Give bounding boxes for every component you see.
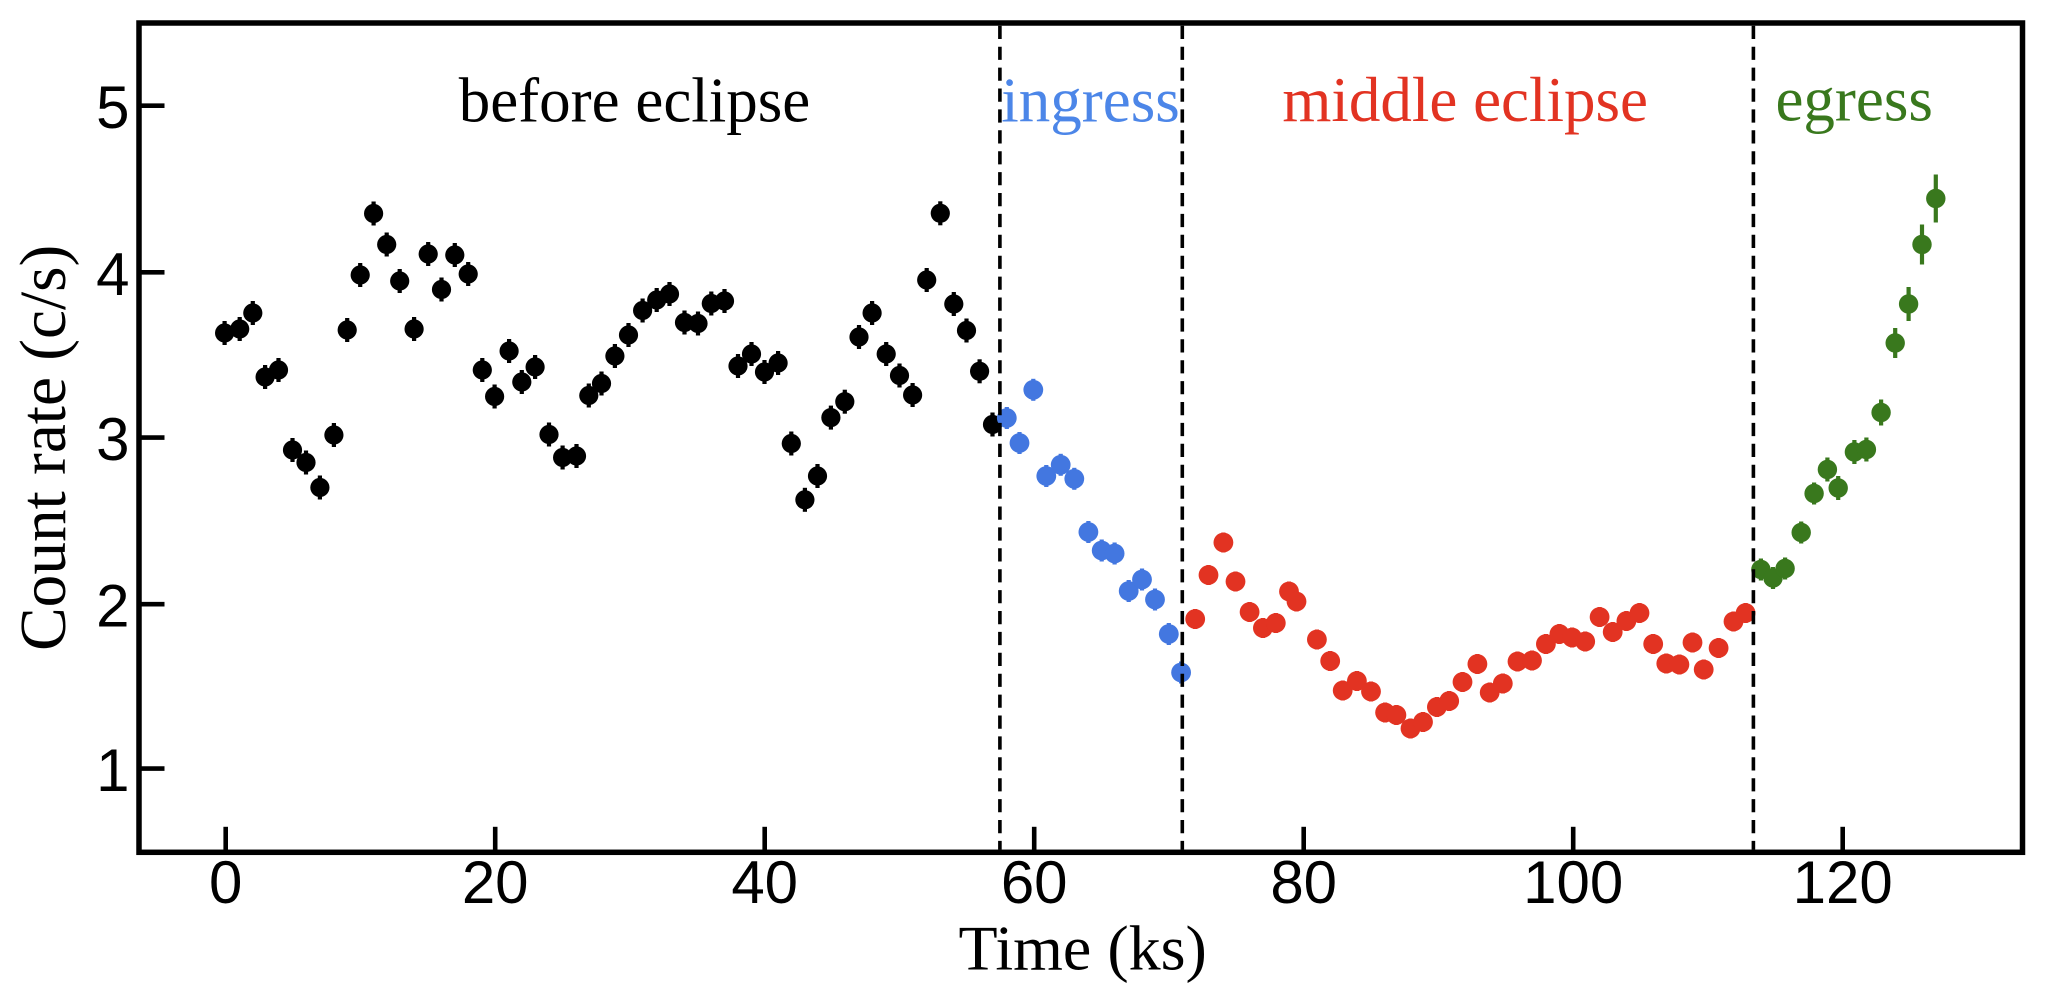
svg-text:1: 1: [96, 737, 129, 804]
svg-text:40: 40: [731, 849, 798, 916]
svg-text:5: 5: [96, 74, 129, 141]
svg-text:80: 80: [1270, 849, 1337, 916]
svg-text:Time (ks): Time (ks): [959, 913, 1207, 984]
svg-text:60: 60: [1001, 849, 1068, 916]
svg-text:egress: egress: [1775, 65, 1932, 135]
svg-text:before eclipse: before eclipse: [459, 65, 811, 135]
svg-text:middle eclipse: middle eclipse: [1282, 65, 1648, 135]
svg-text:4: 4: [96, 241, 129, 308]
svg-text:120: 120: [1793, 849, 1893, 916]
svg-text:0: 0: [209, 849, 242, 916]
svg-text:3: 3: [96, 406, 129, 473]
svg-text:2: 2: [96, 573, 129, 640]
svg-text:ingress: ingress: [1001, 66, 1179, 136]
svg-text:100: 100: [1523, 849, 1623, 916]
svg-text:Count rate (c/s): Count rate (c/s): [8, 245, 80, 651]
svg-text:20: 20: [462, 849, 529, 916]
